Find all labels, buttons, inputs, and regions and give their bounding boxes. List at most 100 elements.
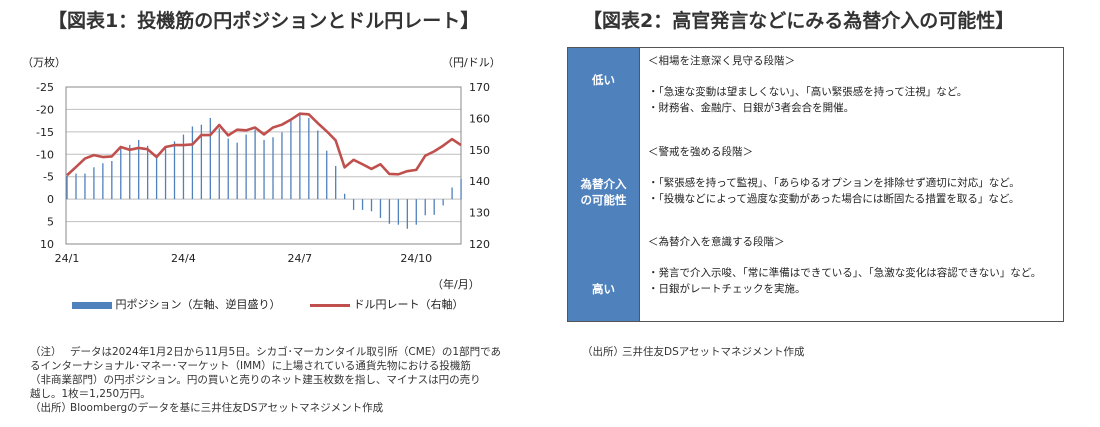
legend-line-swatch	[310, 303, 350, 307]
position-bar	[361, 199, 364, 210]
note-line: るインターナショナル･マネー･マーケット（IMM）に上場されている通貨先物におけ…	[30, 360, 471, 372]
y-left-tick: 5	[47, 216, 54, 229]
note-line: データは2024年1月2日から11月5日。シカゴ･マーカンタイル取引所（CME）…	[70, 346, 501, 358]
position-bar	[182, 134, 185, 200]
source-label: （出所）	[582, 346, 624, 358]
position-bar	[460, 178, 462, 200]
y-left-tick: 10	[40, 238, 54, 251]
position-bar	[263, 139, 265, 200]
position-bar	[146, 145, 149, 200]
y-left-tick: -10	[36, 148, 54, 161]
y-left-label: （万枚）	[22, 56, 66, 69]
legend-line-label: ドル円レート（右軸）	[353, 298, 464, 311]
position-bar	[245, 134, 247, 200]
position-bar	[424, 199, 426, 216]
position-bar	[290, 119, 292, 200]
chart-title: 【図表1：投機筋の円ポジションとドル円レート】	[48, 10, 480, 32]
position-bar	[433, 199, 435, 215]
position-bar	[451, 187, 453, 200]
y-right-tick: 150	[469, 144, 490, 157]
position-bar	[406, 199, 408, 229]
position-bar	[84, 173, 86, 200]
x-tick: 24/7	[287, 252, 312, 265]
position-bar	[326, 150, 328, 200]
stage-1-item: ・財務省、金融庁、日銀が3者会合を開催。	[648, 102, 855, 114]
legend-bar-swatch	[72, 301, 112, 309]
position-bar	[370, 199, 373, 212]
axis-mid-1: 為替介入	[580, 177, 627, 191]
position-bar	[379, 199, 382, 218]
position-bar	[272, 137, 274, 200]
x-axis-label: （年/月）	[432, 278, 480, 291]
y-right-label: （円/ドル）	[442, 56, 501, 69]
intervention-table: 低い 為替介入 の可能性 高い ＜相場を注意深く見守る段階＞ ・「急速な変動は望…	[567, 47, 1064, 322]
position-bar	[218, 128, 220, 200]
legend-bar-label: 円ポジション（左軸、逆目盛り）	[115, 298, 281, 311]
position-bar	[93, 167, 95, 200]
position-bar	[397, 199, 400, 225]
stage-3-item: ・日銀がレートチェックを実施。	[648, 283, 806, 295]
stage-2-item: ・「投機などによって過度な変動があった場合には断固たる措置を取る」など。	[648, 193, 1020, 205]
table-title: 【図表2：高官発言などにみる為替介入の可能性】	[583, 10, 1015, 32]
position-bar	[111, 161, 113, 200]
y-left-tick: -15	[36, 126, 54, 139]
y-left-tick: -25	[36, 81, 54, 94]
note-label: （注）	[30, 346, 62, 358]
position-bar	[281, 132, 283, 200]
x-tick: 24/10	[400, 252, 432, 265]
table-source: （出所）三井住友DSアセットマネジメント作成	[582, 345, 805, 359]
position-bar	[129, 144, 131, 200]
stage-3-item: ・発言で介入示唆、「常に準備はできている」、「急激な変化は容認できない」など。	[648, 267, 1042, 279]
position-bar	[209, 117, 211, 200]
y-right-tick: 120	[469, 238, 490, 251]
position-bar	[138, 139, 140, 200]
position-bar	[227, 138, 229, 200]
position-bar	[102, 163, 104, 200]
y-left-tick: -5	[43, 171, 54, 184]
stage-1-heading: ＜相場を注意深く見守る段階＞	[648, 55, 795, 67]
position-bar	[317, 130, 319, 200]
stage-3-heading: ＜為替介入を意識する段階＞	[648, 236, 785, 248]
usdjpy-line	[66, 112, 462, 177]
axis-high: 高い	[592, 282, 615, 296]
source-text: 三井住友DSアセットマネジメント作成	[622, 346, 805, 358]
source-text: Bloombergのデータを基に三井住友DSアセットマネジメント作成	[70, 402, 384, 414]
position-bar	[352, 199, 355, 210]
position-bar	[164, 148, 167, 200]
position-bar	[200, 124, 203, 200]
x-tick: 24/1	[55, 252, 80, 265]
x-tick: 24/4	[171, 252, 196, 265]
position-bar	[343, 193, 346, 200]
note-line: 越し。1枚＝1,250万円。	[30, 388, 151, 400]
y-left-tick: 0	[47, 193, 54, 206]
axis-mid-2: の可能性	[580, 193, 627, 207]
position-bar	[442, 199, 444, 206]
chart: -25 -20 -15 -10 -5 0 5 10 170 160 150 140 130 120 24/1…	[36, 81, 490, 265]
position-bar	[308, 117, 310, 200]
likelihood-axis: 低い 為替介入 の可能性 高い	[568, 48, 640, 321]
stages: ＜相場を注意深く見守る段階＞ ・「急速な変動は望ましくない」、「高い緊張感を持っ…	[640, 48, 1063, 321]
position-bar	[236, 142, 238, 200]
stage-1-item: ・「急速な変動は望ましくない」、「高い緊張感を持って注視」など。	[648, 86, 968, 98]
note-line: （非商業部門）の円ポジション。円の買いと売りのネット建玉枚数を指し、マイナスは円…	[30, 374, 481, 386]
axis-low: 低い	[592, 73, 615, 87]
y-right-tick: 170	[469, 81, 490, 94]
y-right-tick: 130	[469, 207, 490, 220]
position-bar	[299, 114, 301, 200]
source-label: （出所）	[30, 402, 72, 414]
position-bar	[120, 146, 122, 200]
chart-note: （注） データは2024年1月2日から11月5日。シカゴ･マーカンタイル取引所（…	[30, 345, 501, 415]
y-right-tick: 140	[469, 175, 490, 188]
position-bar	[254, 129, 256, 200]
legend-line: ドル円レート（右軸）	[310, 296, 464, 312]
y-right-tick: 160	[469, 112, 490, 125]
position-bar	[66, 175, 68, 200]
position-bar	[155, 156, 158, 200]
legend-bar: 円ポジション（左軸、逆目盛り）	[72, 296, 281, 312]
position-bar	[173, 141, 176, 200]
stage-2-heading: ＜警戒を強める段階＞	[648, 146, 753, 158]
position-bar	[335, 165, 337, 200]
position-bar	[191, 126, 194, 200]
position-bar	[75, 173, 77, 200]
position-bar	[415, 199, 417, 225]
